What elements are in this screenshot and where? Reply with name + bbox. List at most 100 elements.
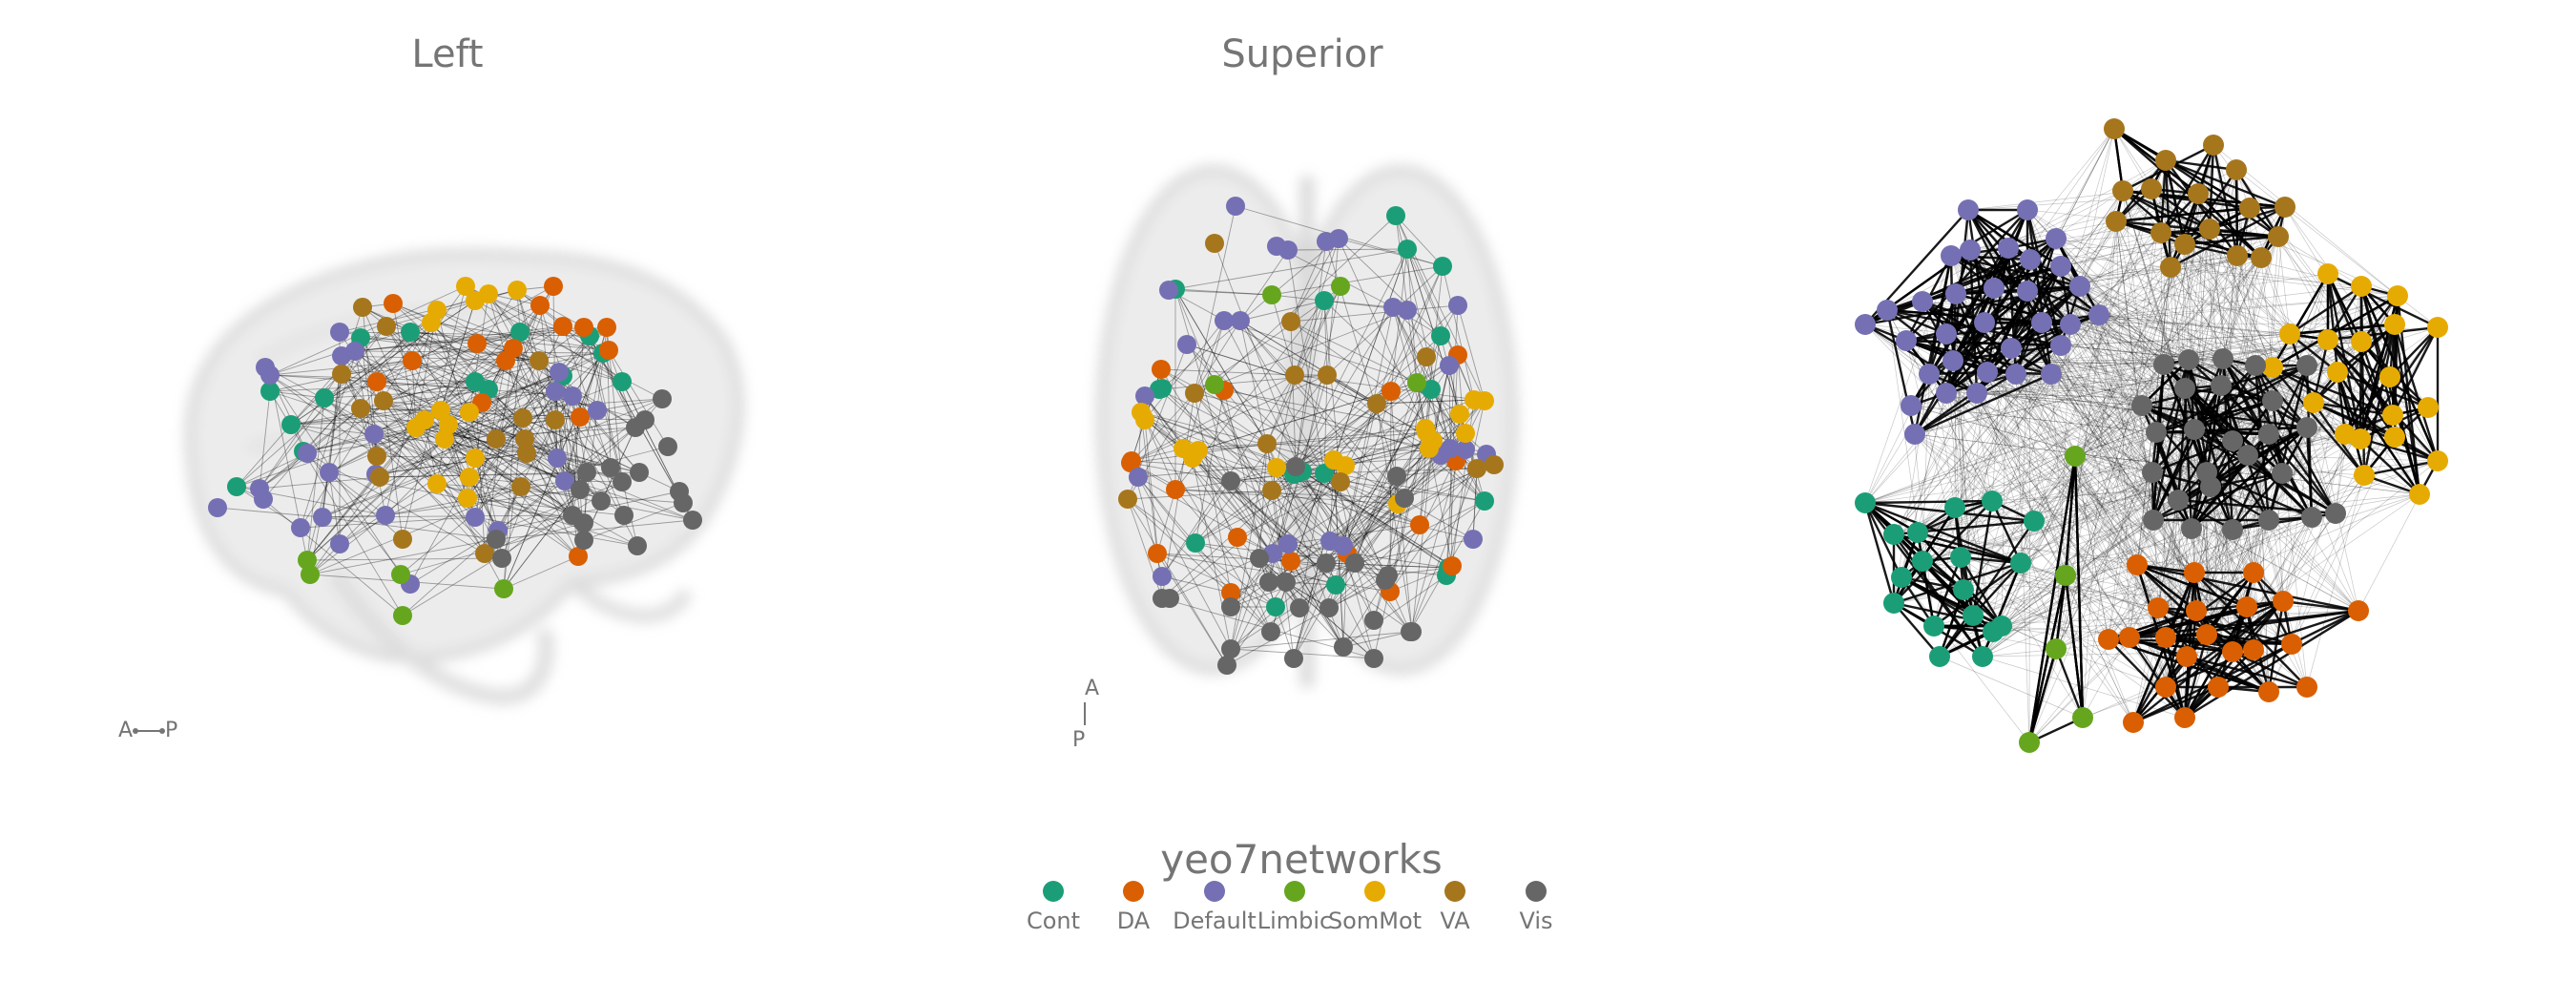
edge-line (1290, 321, 1392, 392)
node-default (2031, 312, 2052, 333)
edge-line (1863, 502, 1903, 578)
anterior-label: A (118, 719, 133, 742)
node-va (2203, 135, 2224, 156)
edge-line (503, 555, 579, 590)
edge-line (2234, 169, 2239, 257)
node-cont (1912, 551, 1933, 572)
edge-line (1354, 335, 1442, 564)
edge-line (2136, 266, 2171, 566)
edge-line (376, 349, 610, 457)
edge-line (1158, 388, 1273, 491)
edge-line (409, 530, 499, 585)
node-sommot (1417, 423, 1436, 442)
left-orientation-marker: A P (118, 719, 177, 742)
edge-line (1914, 433, 1993, 502)
edge-line (2389, 326, 2439, 378)
edge-line (1976, 392, 2134, 723)
node-cont (260, 382, 280, 401)
node-sommot (456, 277, 475, 296)
node-va (1331, 472, 1350, 491)
node-vis (1376, 571, 1395, 590)
edge-line (1161, 575, 1232, 594)
node-default (1231, 311, 1250, 330)
edge-line (2055, 238, 2391, 378)
node-default (1135, 386, 1154, 406)
node-default (1153, 567, 1172, 586)
node-da (2296, 677, 2317, 698)
edge-line (1967, 208, 2062, 268)
edge-line (1144, 395, 1274, 554)
edge-line (1864, 502, 1984, 658)
node-va (377, 317, 396, 336)
edge-line (1939, 656, 2084, 719)
node-limbic (1407, 373, 1426, 392)
edge-line (2165, 600, 2284, 688)
edge-line (522, 417, 640, 473)
edge-line (1276, 245, 1394, 308)
node-default (320, 463, 339, 482)
edge-line (1982, 373, 2052, 658)
edge-line (2165, 159, 2238, 257)
edge-line (2055, 238, 2165, 365)
node-cont (1883, 593, 1904, 614)
node-sommot (406, 418, 426, 437)
legend-item-vis: Vis (1519, 881, 1553, 934)
node-cont (1266, 597, 1285, 616)
legend-label: DA (1117, 908, 1151, 934)
node-da (2127, 554, 2148, 575)
edge-line (411, 360, 476, 383)
node-va (1205, 234, 1224, 253)
node-sommot (439, 415, 458, 434)
edge-line (1445, 413, 1461, 576)
edge-line (505, 360, 581, 491)
edge-line (1276, 467, 1331, 542)
edge-line (309, 486, 522, 575)
node-va (1367, 394, 1386, 413)
node-vis (1290, 598, 1309, 617)
edge-line (1287, 249, 1325, 474)
edge-line (1144, 419, 1176, 491)
node-default (555, 471, 574, 491)
edge-line (2169, 193, 2200, 268)
edge-line (375, 452, 528, 475)
edge-line (1938, 589, 1965, 658)
edge-line (1914, 433, 2130, 638)
edge-line (2055, 238, 2399, 297)
edge-line (1939, 358, 2224, 658)
edge-line (1266, 428, 1426, 445)
edge-line (1287, 248, 1408, 251)
node-cont (401, 323, 420, 342)
node-limbic (391, 565, 410, 584)
node-default (291, 518, 310, 537)
node-limbic (298, 551, 317, 570)
edge-line (376, 331, 521, 383)
node-sommot (2279, 324, 2300, 344)
edge-line (564, 416, 581, 482)
edge-line (1340, 481, 1421, 526)
edge-line (1214, 384, 1442, 456)
node-da (2243, 562, 2264, 583)
edge-line (436, 483, 585, 524)
node-default (1177, 335, 1196, 354)
node-vis (2142, 462, 2163, 483)
edge-line (1127, 320, 1241, 500)
node-default (1278, 240, 1298, 260)
edge-line (259, 325, 387, 490)
edge-line (1223, 389, 1389, 576)
node-da (2208, 677, 2229, 698)
node-cont (1929, 646, 1950, 667)
edge-line (2164, 159, 2187, 245)
edge-line (2041, 255, 2238, 324)
edge-line (1346, 431, 1427, 554)
node-va (370, 468, 389, 487)
edge-line (1276, 467, 1453, 567)
edge-line (1893, 601, 2003, 628)
node-va (2268, 226, 2289, 247)
node-default (1398, 301, 1417, 320)
edge-line (1239, 320, 1399, 505)
superior-orientation-marker: A P (1072, 677, 1099, 752)
legend-label: VA (1440, 908, 1470, 934)
node-default (2041, 364, 2062, 385)
node-cont (315, 388, 334, 407)
